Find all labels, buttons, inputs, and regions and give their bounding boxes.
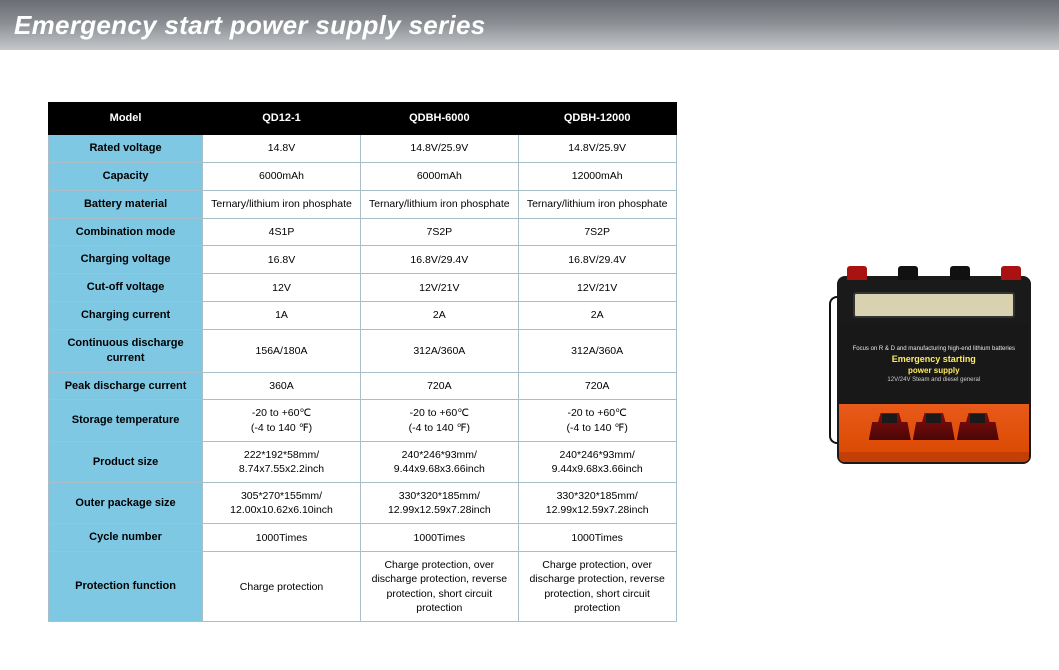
bottom-strip bbox=[839, 452, 1029, 462]
cell-value: 720A bbox=[360, 372, 518, 400]
cell-value: 6000mAh bbox=[203, 162, 361, 190]
table-row: Cycle number1000Times1000Times1000Times bbox=[49, 524, 677, 552]
cell-value: 330*320*185mm/12.99x12.59x7.28inch bbox=[360, 483, 518, 524]
cell-value: 16.8V/29.4V bbox=[518, 246, 676, 274]
row-label: Combination mode bbox=[49, 218, 203, 246]
terminal-icon bbox=[1001, 266, 1021, 280]
cell-value: Ternary/lithium iron phosphate bbox=[518, 190, 676, 218]
table-row: Battery materialTernary/lithium iron pho… bbox=[49, 190, 677, 218]
cell-value: 312A/360A bbox=[360, 329, 518, 372]
cell-value: 156A/180A bbox=[203, 329, 361, 372]
table-row: Capacity6000mAh6000mAh12000mAh bbox=[49, 162, 677, 190]
cell-value: 222*192*58mm/8.74x7.55x2.2inch bbox=[203, 441, 361, 482]
cell-value: 1000Times bbox=[203, 524, 361, 552]
spec-table: Model QD12-1 QDBH-6000 QDBH-12000 Rated … bbox=[48, 102, 677, 622]
product-terminals bbox=[839, 266, 1029, 280]
product-label-small: Focus on R & D and manufacturing high-en… bbox=[853, 346, 1015, 352]
header-col-2: QDBH-6000 bbox=[360, 103, 518, 135]
cell-value: 360A bbox=[203, 372, 361, 400]
row-label: Storage temperature bbox=[49, 400, 203, 441]
table-row: Combination mode4S1P7S2P7S2P bbox=[49, 218, 677, 246]
header-col-1: QD12-1 bbox=[203, 103, 361, 135]
row-label: Cut-off voltage bbox=[49, 274, 203, 302]
row-label: Battery material bbox=[49, 190, 203, 218]
table-row: Continuous discharge current156A/180A312… bbox=[49, 329, 677, 372]
truck-icon bbox=[957, 410, 999, 440]
product-label-main1: Emergency starting bbox=[892, 354, 976, 364]
product-bottom-panel bbox=[839, 404, 1029, 462]
product-label-main2: power supply bbox=[908, 366, 960, 375]
table-body: Rated voltage14.8V14.8V/25.9V14.8V/25.9V… bbox=[49, 135, 677, 622]
row-label: Capacity bbox=[49, 162, 203, 190]
header-model: Model bbox=[49, 103, 203, 135]
cell-value: 7S2P bbox=[360, 218, 518, 246]
header-col-3: QDBH-12000 bbox=[518, 103, 676, 135]
terminal-icon bbox=[847, 266, 867, 280]
cell-value: 305*270*155mm/12.00x10.62x6.10inch bbox=[203, 483, 361, 524]
table-row: Outer package size305*270*155mm/12.00x10… bbox=[49, 483, 677, 524]
table-row: Storage temperature-20 to +60℃(-4 to 140… bbox=[49, 400, 677, 441]
cell-value: Charge protection, over discharge protec… bbox=[518, 552, 676, 622]
content-area: Model QD12-1 QDBH-6000 QDBH-12000 Rated … bbox=[0, 50, 1059, 622]
cell-value: 240*246*93mm/9.44x9.68x3.66inch bbox=[360, 441, 518, 482]
table-row: Protection functionCharge protectionChar… bbox=[49, 552, 677, 622]
cell-value: 2A bbox=[518, 302, 676, 330]
row-label: Rated voltage bbox=[49, 135, 203, 163]
cell-value: 1000Times bbox=[518, 524, 676, 552]
cell-value: 14.8V/25.9V bbox=[360, 135, 518, 163]
product-label-panel: Focus on R & D and manufacturing high-en… bbox=[839, 324, 1029, 404]
product-label-sub: 12V/24V Steam and diesel general bbox=[887, 377, 980, 383]
table-row: Cut-off voltage12V12V/21V12V/21V bbox=[49, 274, 677, 302]
row-label: Charging voltage bbox=[49, 246, 203, 274]
title-bar: Emergency start power supply series bbox=[0, 0, 1059, 50]
cell-value: 4S1P bbox=[203, 218, 361, 246]
table-row: Charging current1A2A2A bbox=[49, 302, 677, 330]
cell-value: -20 to +60℃(-4 to 140 ℉) bbox=[360, 400, 518, 441]
row-label: Continuous discharge current bbox=[49, 329, 203, 372]
cell-value: 1A bbox=[203, 302, 361, 330]
row-label: Protection function bbox=[49, 552, 203, 622]
cell-value: Ternary/lithium iron phosphate bbox=[360, 190, 518, 218]
cell-value: 1000Times bbox=[360, 524, 518, 552]
truck-icon bbox=[869, 410, 911, 440]
cell-value: -20 to +60℃(-4 to 140 ℉) bbox=[518, 400, 676, 441]
product-handle-icon bbox=[829, 296, 837, 444]
row-label: Charging current bbox=[49, 302, 203, 330]
terminal-icon bbox=[898, 266, 918, 280]
row-label: Cycle number bbox=[49, 524, 203, 552]
cell-value: Charge protection, over discharge protec… bbox=[360, 552, 518, 622]
cell-value: 720A bbox=[518, 372, 676, 400]
cell-value: 16.8V bbox=[203, 246, 361, 274]
terminal-icon bbox=[950, 266, 970, 280]
cell-value: 330*320*185mm/12.99x12.59x7.28inch bbox=[518, 483, 676, 524]
table-row: Peak discharge current360A720A720A bbox=[49, 372, 677, 400]
page-title: Emergency start power supply series bbox=[14, 10, 485, 41]
trucks-graphic bbox=[839, 410, 1029, 454]
row-label: Product size bbox=[49, 441, 203, 482]
table-row: Product size222*192*58mm/8.74x7.55x2.2in… bbox=[49, 441, 677, 482]
table-header-row: Model QD12-1 QDBH-6000 QDBH-12000 bbox=[49, 103, 677, 135]
table-row: Rated voltage14.8V14.8V/25.9V14.8V/25.9V bbox=[49, 135, 677, 163]
cell-value: 12V bbox=[203, 274, 361, 302]
cell-value: Ternary/lithium iron phosphate bbox=[203, 190, 361, 218]
cell-value: 2A bbox=[360, 302, 518, 330]
product-screen bbox=[853, 292, 1015, 318]
cell-value: 12V/21V bbox=[518, 274, 676, 302]
row-label: Outer package size bbox=[49, 483, 203, 524]
cell-value: 16.8V/29.4V bbox=[360, 246, 518, 274]
table-row: Charging voltage16.8V16.8V/29.4V16.8V/29… bbox=[49, 246, 677, 274]
product-image: Focus on R & D and manufacturing high-en… bbox=[837, 276, 1031, 464]
cell-value: 12000mAh bbox=[518, 162, 676, 190]
cell-value: 312A/360A bbox=[518, 329, 676, 372]
cell-value: 240*246*93mm/9.44x9.68x3.66inch bbox=[518, 441, 676, 482]
cell-value: 6000mAh bbox=[360, 162, 518, 190]
cell-value: 14.8V/25.9V bbox=[518, 135, 676, 163]
cell-value: 12V/21V bbox=[360, 274, 518, 302]
cell-value: 14.8V bbox=[203, 135, 361, 163]
truck-icon bbox=[913, 410, 955, 440]
cell-value: 7S2P bbox=[518, 218, 676, 246]
cell-value: Charge protection bbox=[203, 552, 361, 622]
row-label: Peak discharge current bbox=[49, 372, 203, 400]
cell-value: -20 to +60℃(-4 to 140 ℉) bbox=[203, 400, 361, 441]
